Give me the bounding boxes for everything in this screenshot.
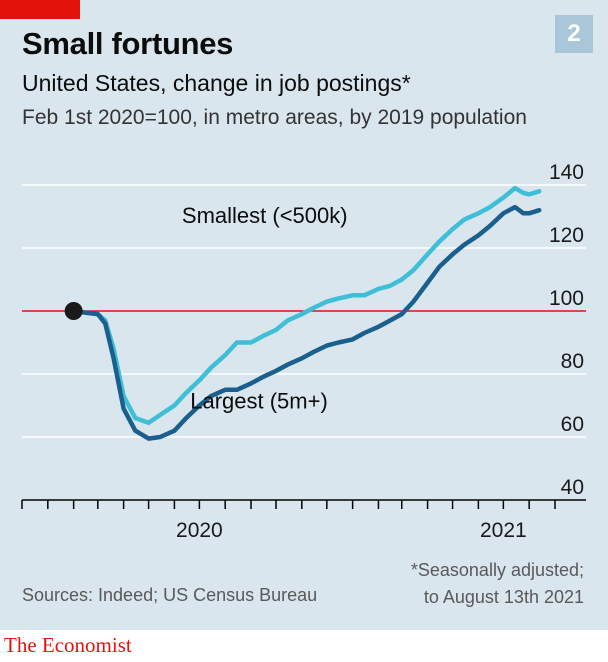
chart-subtitle: United States, change in job postings* xyxy=(22,70,411,96)
series-line-smallest xyxy=(71,185,542,426)
x-tick-label: 2021 xyxy=(480,519,527,542)
y-tick-label: 40 xyxy=(561,476,584,499)
chart-title: Small fortunes xyxy=(22,26,234,61)
series-line-largest xyxy=(71,204,542,441)
footnote-line-1: *Seasonally adjusted; xyxy=(410,560,584,580)
footnote: *Seasonally adjusted; to August 13th 202… xyxy=(411,557,584,611)
line-chart: 40 60 80 100 120 140 2020 2021 Smallest (<500k) L… xyxy=(21,161,586,542)
series-label-largest: Largest (5m+) xyxy=(190,389,328,414)
y-tick-label: 120 xyxy=(549,224,584,247)
y-tick-label: 140 xyxy=(549,161,584,184)
y-tick-label: 60 xyxy=(561,413,584,436)
start-point-marker xyxy=(64,302,83,320)
brand-logo-text: The Economist xyxy=(4,633,132,657)
chart-number-badge: 2 xyxy=(555,15,593,53)
chart-unit-note: Feb 1st 2020=100, in metro areas, by 201… xyxy=(22,106,527,129)
y-tick-label: 80 xyxy=(561,350,584,373)
brand-red-tag xyxy=(0,0,80,19)
y-tick-label: 100 xyxy=(549,287,584,310)
series-label-smallest: Smallest (<500k) xyxy=(182,203,348,228)
source-note: Sources: Indeed; US Census Bureau xyxy=(22,585,318,605)
x-tick-label: 2020 xyxy=(176,519,223,542)
footnote-line-2: to August 13th 2021 xyxy=(423,587,584,607)
